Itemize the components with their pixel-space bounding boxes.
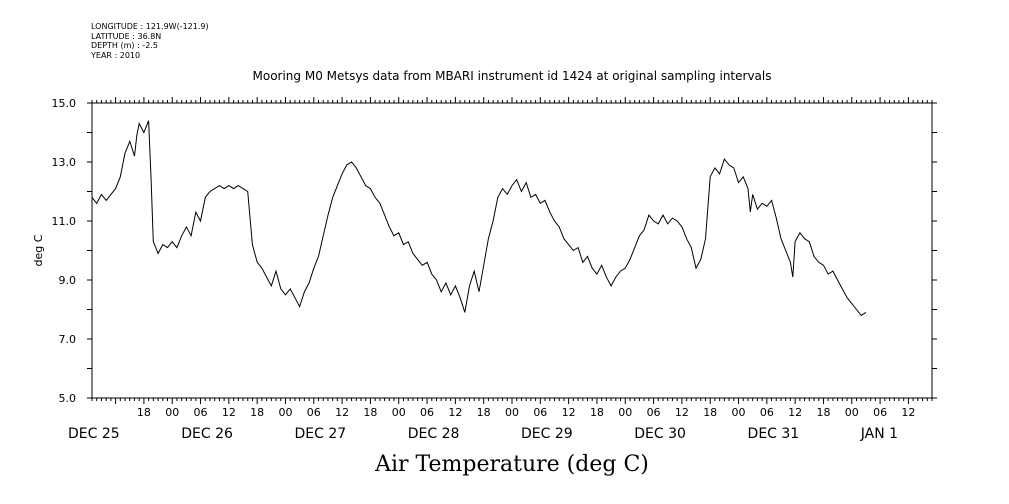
x-date-label: DEC 26	[181, 426, 233, 442]
x-tick-label: 18	[363, 406, 377, 419]
x-tick-label: 06	[533, 406, 547, 419]
x-date-label: DEC 30	[634, 426, 686, 442]
x-tick-label: 06	[760, 406, 774, 419]
x-tick-label: 12	[901, 406, 915, 419]
x-date-label: DEC 31	[748, 426, 800, 442]
x-tick-label: 18	[250, 406, 264, 419]
x-date-label: DEC 25	[68, 426, 120, 442]
depth-label: DEPTH (m) : -2.5	[91, 41, 158, 50]
x-tick-label: 00	[165, 406, 179, 419]
x-tick-label: 00	[845, 406, 859, 419]
chart-title: Mooring M0 Metsys data from MBARI instru…	[252, 69, 772, 83]
y-tick-label: 15.0	[52, 97, 77, 110]
x-axis-label: Air Temperature (deg C)	[375, 452, 649, 477]
x-tick-label: 18	[703, 406, 717, 419]
plot-frame	[91, 102, 933, 399]
y-tick-label: 5.0	[59, 392, 77, 405]
x-tick-label: 18	[590, 406, 604, 419]
x-tick-label: 06	[647, 406, 661, 419]
x-tick-label: 06	[307, 406, 321, 419]
x-date-label: DEC 29	[521, 426, 573, 442]
x-tick-label: 00	[278, 406, 292, 419]
x-tick-label: 18	[137, 406, 151, 419]
x-tick-label: 18	[816, 406, 830, 419]
year-label: YEAR : 2010	[91, 50, 141, 60]
y-axis-label: deg C	[32, 234, 45, 266]
x-tick-label: 00	[618, 406, 632, 419]
x-tick-label: 00	[732, 406, 746, 419]
x-tick-label: 12	[675, 406, 689, 419]
x-tick-label: 06	[420, 406, 434, 419]
x-tick-label: 00	[392, 406, 406, 419]
x-date-label: DEC 27	[295, 426, 347, 442]
metadata-block: LONGITUDE : 121.9W(-121.9) LATITUDE : 36…	[91, 22, 209, 60]
axis-ticks	[87, 97, 937, 404]
x-tick-label: 00	[505, 406, 519, 419]
x-tick-label: 12	[222, 406, 236, 419]
y-tick-label: 11.0	[52, 215, 77, 228]
x-tick-label: 06	[873, 406, 887, 419]
x-date-label: JAN 1	[860, 426, 898, 442]
axis-labels: 18 00 06 12 18 00 06 12 18 00 06 12 18 00 06 12 18 00 06 12…	[52, 97, 916, 442]
x-tick-label: 18	[477, 406, 491, 419]
latitude-label: LATITUDE : 36.8N	[91, 31, 162, 41]
y-tick-label: 9.0	[59, 274, 77, 287]
y-tick-label: 13.0	[52, 156, 77, 169]
x-tick-label: 12	[335, 406, 349, 419]
x-date-label: DEC 28	[408, 426, 460, 442]
series-line	[91, 120, 867, 317]
x-tick-label: 06	[194, 406, 208, 419]
x-tick-label: 12	[448, 406, 462, 419]
x-tick-label: 12	[788, 406, 802, 419]
x-tick-label: 12	[562, 406, 576, 419]
longitude-label: LONGITUDE : 121.9W(-121.9)	[91, 22, 209, 31]
y-tick-label: 7.0	[59, 333, 77, 346]
